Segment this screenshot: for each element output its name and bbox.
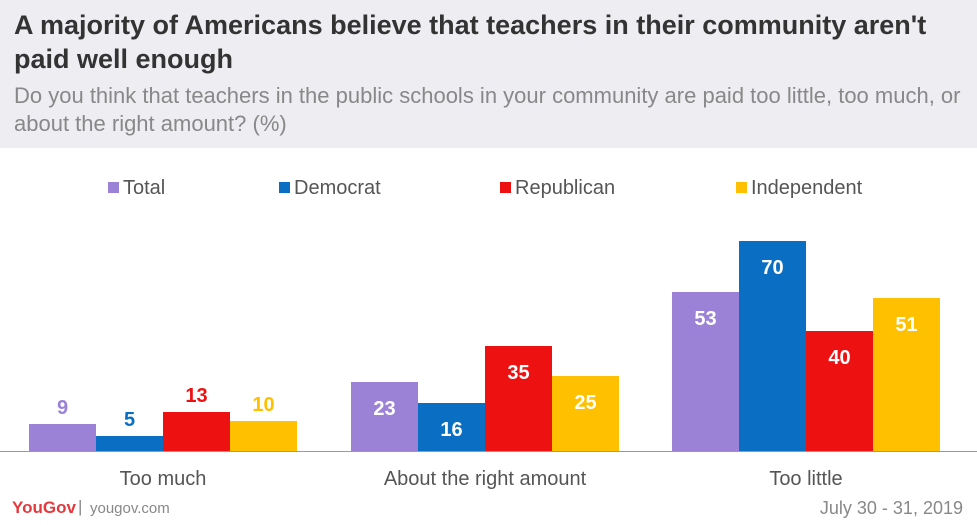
data-label-republican-1: 35 [507,362,529,384]
bar-republican-0 [163,412,230,451]
data-label-democrat-2: 70 [761,257,783,279]
chart-subtitle: Do you think that teachers in the public… [14,83,961,136]
legend-label-independent: Independent [751,177,863,199]
bar-democrat-0 [96,436,163,451]
data-label-independent-1: 25 [574,392,596,414]
category-label-1: About the right amount [384,468,587,490]
data-label-democrat-0: 5 [124,409,135,431]
survey-date: July 30 - 31, 2019 [819,498,963,518]
chart-title: A majority of Americans believe that tea… [14,10,927,74]
bar-independent-0 [230,421,297,451]
data-label-total-2: 53 [694,308,716,330]
footer-separator: | [78,497,83,516]
data-label-independent-0: 10 [252,394,274,416]
bar-total-0 [29,424,96,451]
data-label-total-0: 9 [57,397,68,419]
bar-republican-1 [485,346,552,451]
bar-chart: Total Democrat Republican Independent 9 5 13 10… [0,177,977,490]
legend-swatch-republican [500,182,511,193]
bar-total-1 [351,382,418,451]
footer-site: yougov.com [90,500,170,517]
category-label-0: Too much [120,468,207,490]
category-label-2: Too little [769,468,842,490]
bar-democrat-2 [739,241,806,451]
data-label-democrat-1: 16 [440,419,462,441]
data-label-republican-2: 40 [828,347,850,369]
bar-republican-2 [806,331,873,451]
legend-swatch-total [108,182,119,193]
bar-total-2 [672,292,739,451]
bar-independent-1 [552,376,619,451]
legend-swatch-independent [736,182,747,193]
legend-label-republican: Republican [515,177,615,199]
chart-header: A majority of Americans believe that tea… [0,0,977,148]
legend-label-democrat: Democrat [294,177,381,199]
legend-label-total: Total [123,177,165,199]
bar-independent-2 [873,298,940,451]
data-label-republican-0: 13 [185,385,207,407]
yougov-logo: YouGov [12,498,76,517]
data-label-independent-2: 51 [895,314,917,336]
data-label-total-1: 23 [373,398,395,420]
bar-democrat-1 [418,403,485,451]
legend-swatch-democrat [279,182,290,193]
